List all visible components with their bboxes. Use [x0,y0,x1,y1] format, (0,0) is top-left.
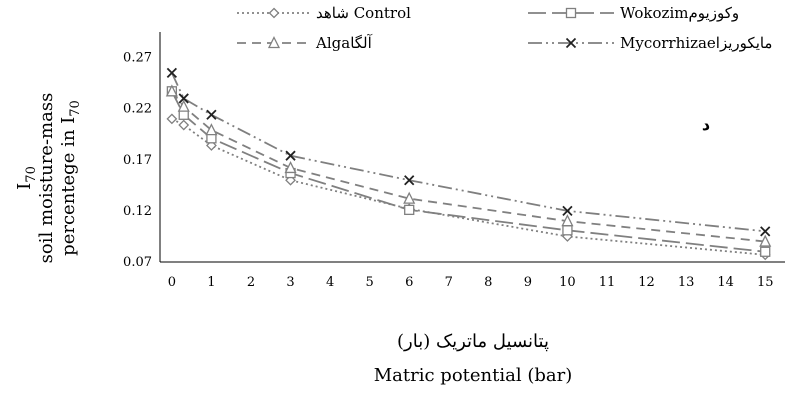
data-point [177,99,190,112]
x-tick-label: 13 [678,275,695,290]
panel-label: د [702,115,710,134]
x-tick-label: 11 [599,275,616,290]
series-layer [165,67,772,261]
data-point [561,214,574,227]
legend-entry: Mycorrhizaeمایکوریزا [528,34,772,52]
legend: شاهد Control Wokozimوکوزیوم Algaآلگا Mycorr… [237,4,772,52]
x-tick-label: 2 [247,275,255,290]
x-tick-label: 3 [286,275,294,290]
series-line [171,90,766,253]
data-point [178,119,190,131]
x-tick-label: 4 [326,275,334,290]
series-square [166,86,771,257]
legend-marker [565,37,577,49]
x-axis-title-persian: پتانسیل ماتریک (بار) [397,331,549,352]
data-point [404,204,415,216]
x-tick-label: 8 [484,275,492,290]
legend-label: شاهد Control [316,4,411,22]
x-tick-label: 10 [559,275,576,290]
data-point [562,205,573,217]
legend-entry: Wokozimوکوزیوم [528,4,739,22]
data-point [166,113,178,125]
x-tick-label: 15 [757,275,774,290]
legend-label: Mycorrhizaeمایکوریزا [620,34,772,52]
series-triangle [165,84,772,247]
data-point [759,234,772,247]
x-tick-label: 14 [717,275,734,290]
data-point [284,161,297,174]
legend-label: Algaآلگا [315,34,373,52]
y-axis-title: I70 soil moisture-mass percentege in I70 [14,93,83,264]
x-tick-label: 5 [366,275,374,290]
data-point [165,84,178,97]
y-tick-label: 0.07 [123,255,152,270]
data-point [178,93,189,104]
data-point [562,225,573,236]
x-tick-label: 0 [168,275,176,290]
x-tick-labels: 0 1 2 3 4 5 6 7 8 9 10 11 12 13 14 15 [168,275,774,290]
legend-marker [268,7,280,19]
x-axis-title-english: Matric potential (bar) [374,365,573,386]
data-point [760,226,771,237]
y-axis-title-line3: percentege in I70 [58,100,83,256]
data-point [404,175,415,186]
axes: 0.070.120.170.220.27 0 1 2 3 4 5 6 7 8 9 10 11 12 13 1… [123,32,785,290]
y-axis-title-line2: soil moisture-mass [36,93,57,264]
series-x [166,67,771,237]
legend-entry: Algaآلگا [237,34,373,52]
data-point [166,67,178,79]
legend-marker [565,7,577,19]
x-tick-label: 6 [405,275,413,290]
x-tick-label: 12 [638,275,655,290]
y-tick-label: 0.22 [123,102,152,117]
data-point [205,123,218,136]
legend-label: Wokozimوکوزیوم [620,4,739,22]
y-tick-label: 0.27 [123,51,152,66]
legend-marker [267,36,281,49]
y-tick-label: 0.12 [123,204,152,219]
series-line [171,118,766,256]
x-tick-label: 1 [207,275,215,290]
y-tick-label: 0.17 [123,153,152,168]
series-diamond [166,113,771,261]
data-point [206,109,217,120]
legend-entry: شاهد Control [237,4,411,22]
data-point [760,246,771,257]
x-tick-label: 7 [445,275,453,290]
x-tick-label: 9 [524,275,532,290]
data-point [403,191,416,204]
y-tick-labels: 0.07 0.12 0.17 0.22 0.27 [123,51,152,270]
y-axis-title-line1: I70 [14,166,39,190]
data-point [285,150,296,161]
series-line [171,72,766,233]
